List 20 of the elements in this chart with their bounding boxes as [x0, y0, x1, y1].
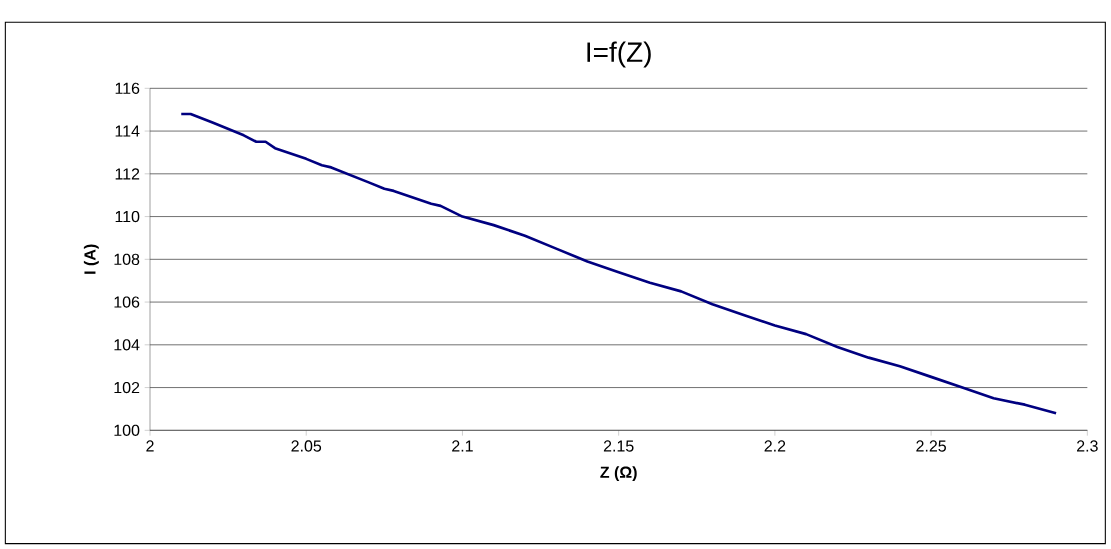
y-tick-label: 100	[114, 424, 140, 436]
line-series	[179, 112, 1058, 415]
x-tick-label: 2.05	[291, 440, 322, 452]
x-tick-label: 2.1	[452, 440, 473, 452]
y-tick-label: 106	[114, 296, 140, 308]
x-axis-title: Z (Ω)	[600, 466, 637, 482]
y-tick-label: 114	[115, 125, 140, 137]
y-axis-title: I (A)	[83, 244, 99, 274]
y-tick-label: 102	[114, 381, 140, 394]
y-tick-label: 116	[115, 82, 140, 94]
x-tick-label: 2	[146, 440, 154, 452]
x-tick-label: 2.3	[1077, 440, 1098, 452]
x-tick-label: 2.15	[603, 440, 634, 452]
y-tick-label: 108	[114, 253, 140, 265]
x-tick-label: 2.25	[916, 440, 946, 452]
x-tick-label: 2.2	[764, 440, 786, 452]
chart-title: I=f(Z)	[587, 41, 651, 68]
y-tick-label: 112	[115, 168, 140, 180]
y-tick-label: 104	[114, 339, 140, 351]
y-tick-label: 110	[115, 210, 140, 223]
